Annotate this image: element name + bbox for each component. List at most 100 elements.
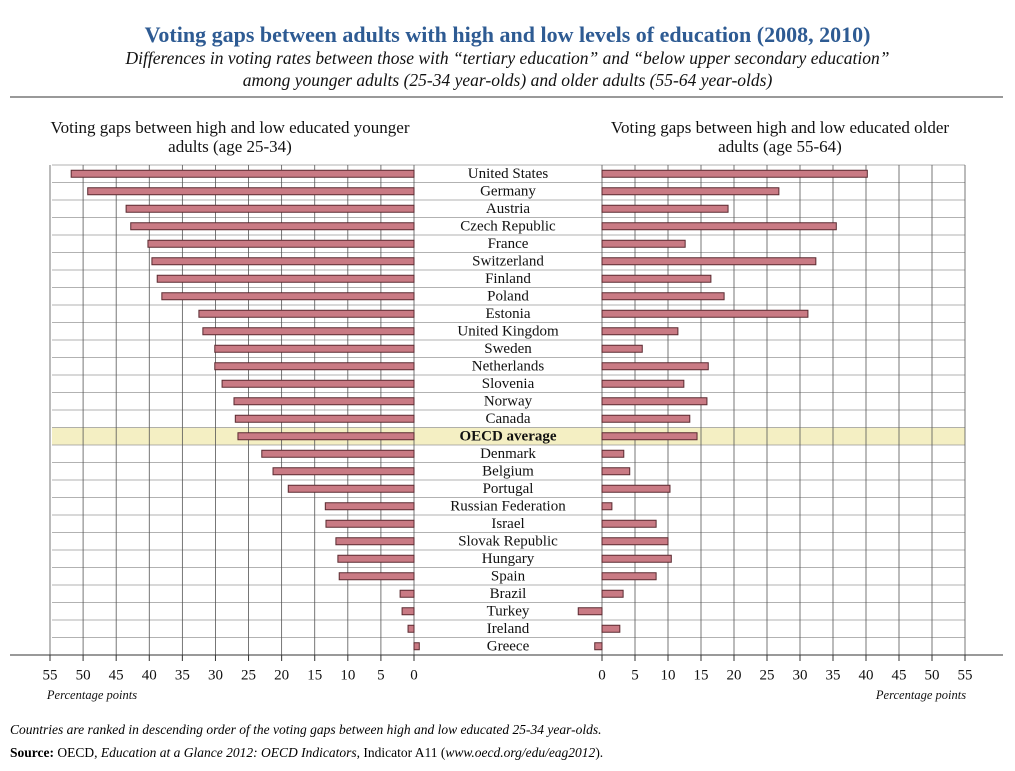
source-text: Education at a Glance 2012: OECD Indicat… [100,745,357,760]
x-tick-label: 30 [793,667,808,683]
category-label: Finland [485,271,531,287]
category-label: Ireland [487,621,530,637]
category-label: Slovenia [482,376,535,392]
subtitle: Differences in voting rates between thos… [125,48,890,68]
source-text: OECD, [54,745,101,760]
bar [601,624,621,633]
category-label: Belgium [482,464,534,480]
bar [407,624,415,633]
category-label: Czech Republic [460,219,556,235]
bar [601,344,643,353]
bar [413,642,420,651]
bar [601,187,780,196]
x-tick-label: 5 [377,667,385,683]
note: Countries are ranked in descending order… [10,722,602,737]
source-label: Source: [10,745,54,760]
bar [399,589,415,598]
x-tick-label: 10 [661,667,676,683]
bar [234,414,415,423]
bar [601,274,712,283]
category-label: Denmark [480,446,536,462]
category-label: Norway [484,394,533,410]
category-label: Turkey [487,604,530,620]
x-tick-label: 0 [598,667,606,683]
bar [214,362,415,371]
x-tick-label: 55 [43,667,58,683]
x-tick-label: 35 [175,667,190,683]
x-tick-label: 15 [307,667,322,683]
bar [130,222,415,231]
x-tick-label: 55 [958,667,973,683]
category-label: Brazil [490,586,527,602]
bar [601,432,698,441]
bar [601,379,685,388]
bar [601,169,868,178]
x-tick-label: 50 [925,667,940,683]
bar [601,362,709,371]
bar [87,187,415,196]
category-label: United States [468,166,549,182]
bar [338,572,415,581]
bar [272,467,415,476]
bar [337,554,415,563]
bar [325,519,415,528]
bar [601,484,671,493]
bar [601,204,729,213]
bar [601,589,624,598]
x-tick-label: 10 [340,667,355,683]
x-tick-label: 15 [694,667,709,683]
bar [233,397,415,406]
bar [601,572,657,581]
bar [401,607,415,616]
bar [287,484,415,493]
x-tick-label: 20 [727,667,742,683]
bar [601,554,672,563]
category-label: Netherlands [472,359,545,375]
category-label: Greece [487,639,530,655]
bar [214,344,415,353]
source: Source: OECD, Education at a Glance 2012… [10,745,603,761]
bar [151,257,415,266]
bar [601,327,679,336]
category-label: Estonia [486,306,531,322]
bar [261,449,415,458]
x-axis-label: Percentage points [875,688,966,702]
x-tick-label: 40 [859,667,874,683]
x-tick-label: 0 [410,667,418,683]
x-tick-label: 5 [631,667,639,683]
category-label: Russian Federation [450,499,566,515]
bar [594,642,603,651]
category-label: Germany [480,184,536,200]
bar [601,414,691,423]
bar [237,432,415,441]
bar [202,327,415,336]
panel-title: Voting gaps between high and low educate… [50,118,410,156]
bar [601,467,631,476]
source-text: , Indicator A11 ( [356,745,446,760]
bar [601,222,837,231]
bar [601,397,708,406]
bar [198,309,415,318]
x-tick-label: 30 [208,667,223,683]
category-label: Austria [486,201,531,217]
bar [221,379,415,388]
category-label: United Kingdom [457,324,559,340]
bar [70,169,415,178]
category-label: Israel [491,516,524,532]
category-label: Spain [491,569,526,585]
bar [324,502,415,511]
category-label: Switzerland [472,254,544,270]
bar [125,204,415,213]
category-label: Canada [486,411,531,427]
category-label: Hungary [482,551,535,567]
bar [601,309,809,318]
bar [601,537,669,546]
bar [147,239,415,248]
bar [601,449,625,458]
x-tick-label: 25 [760,667,775,683]
source-text: www.oecd.org/edu/eag2012 [445,745,596,760]
x-tick-label: 45 [109,667,124,683]
chart-title: Voting gaps between adults with high and… [144,22,871,47]
